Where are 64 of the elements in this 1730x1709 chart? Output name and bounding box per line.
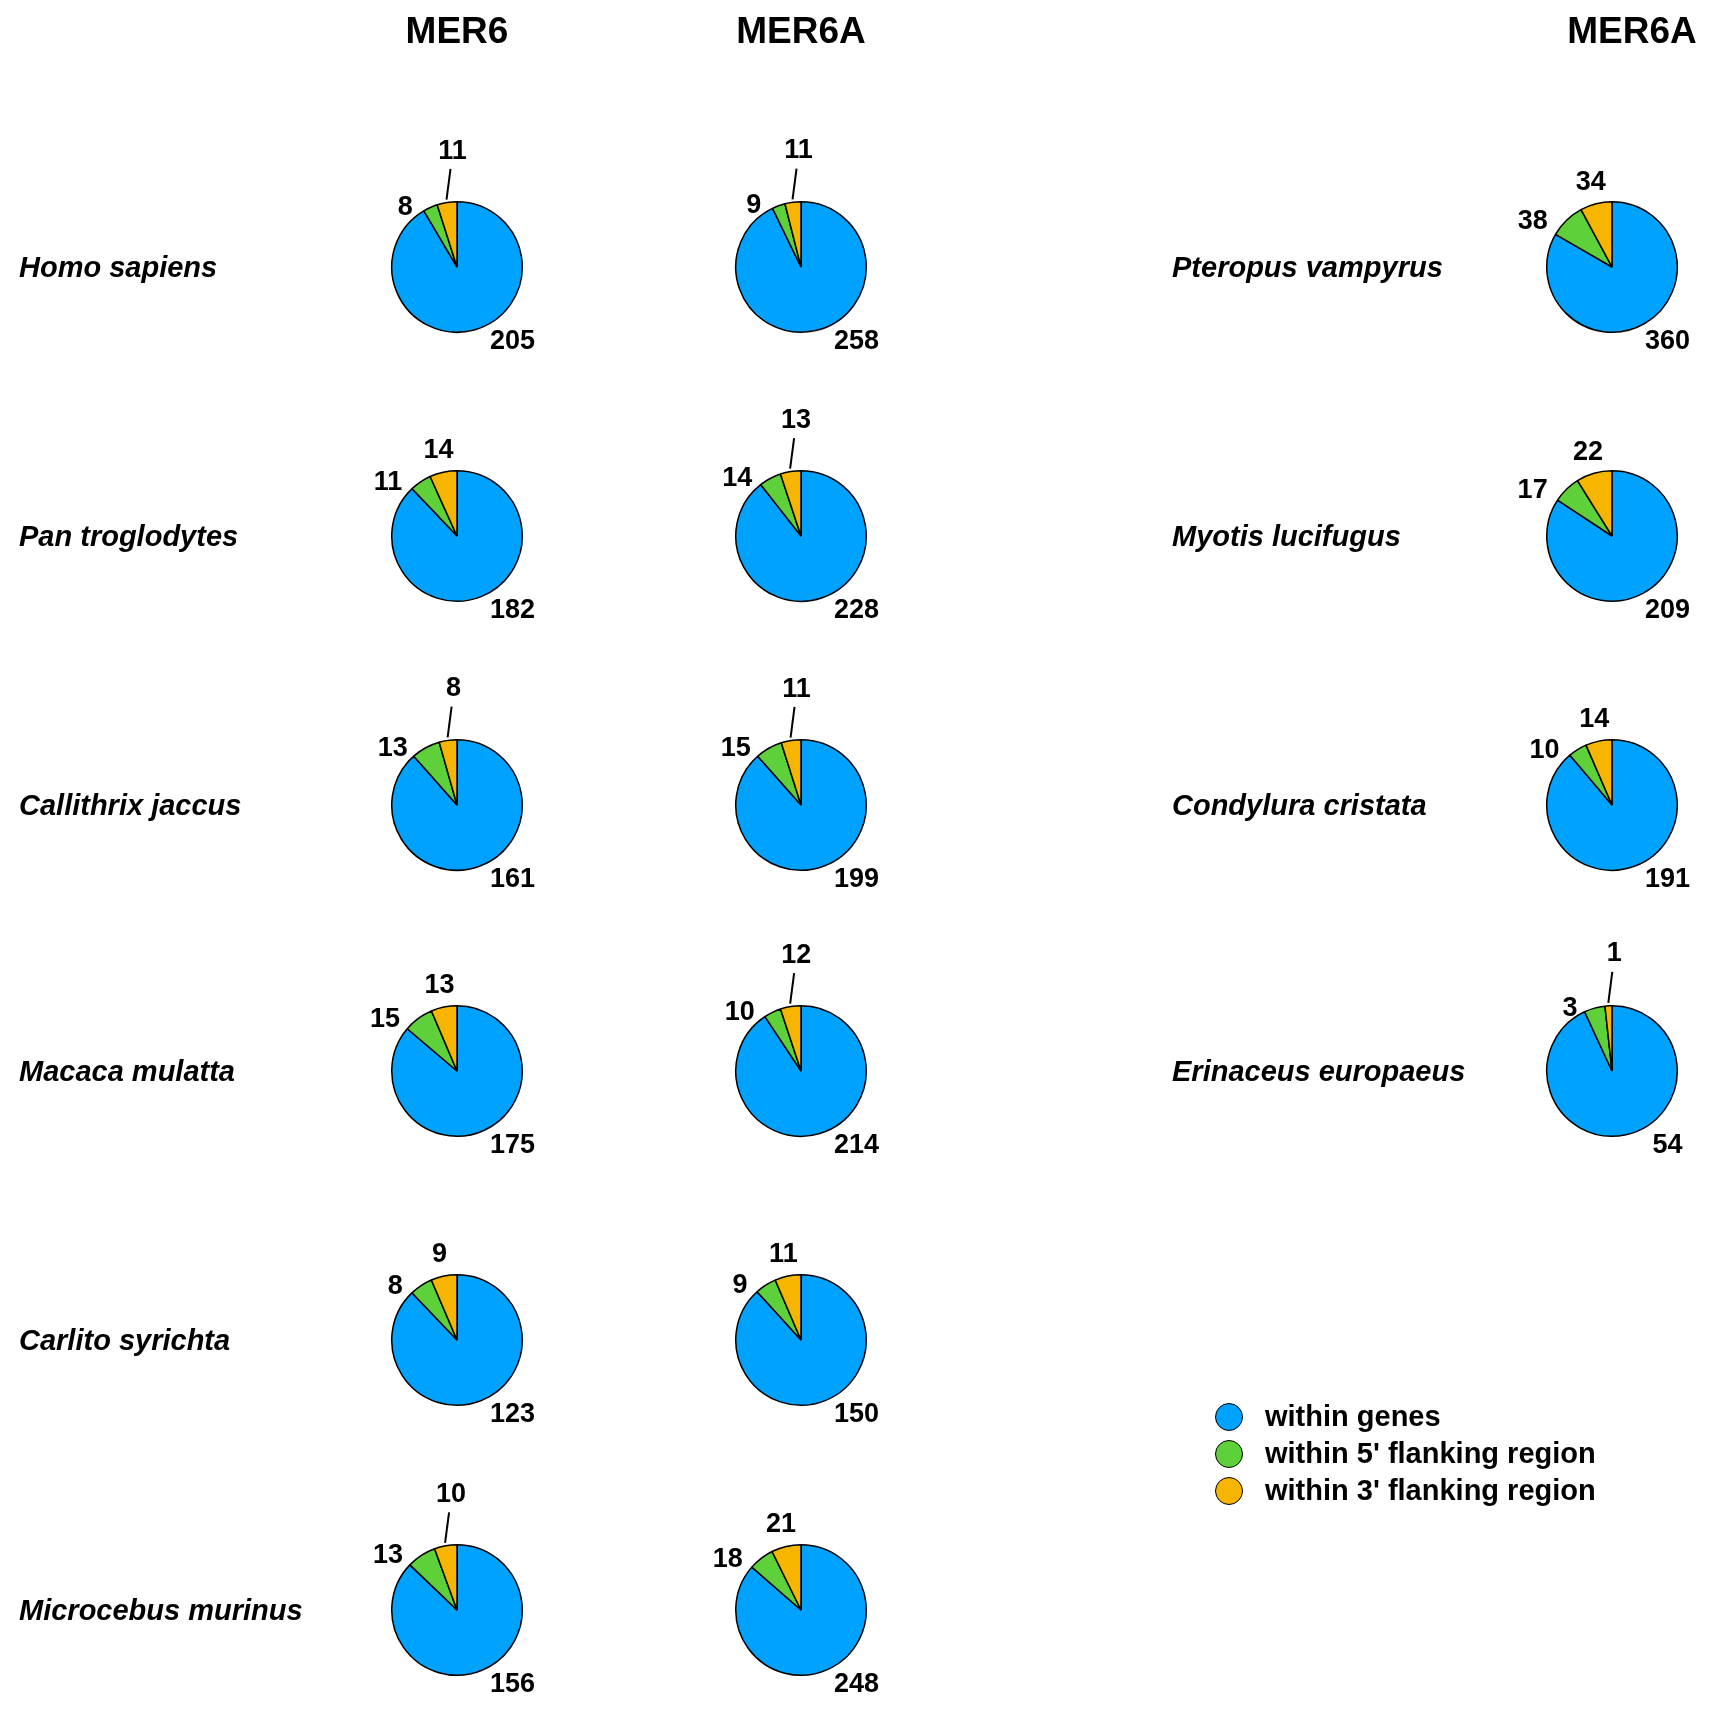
text: Condylura cristata	[1172, 788, 1427, 822]
data-label: 54	[1652, 1128, 1683, 1159]
data-label: 9	[732, 1269, 748, 1300]
text: Erinaceus europaeus	[1172, 1054, 1466, 1088]
data-label: 15	[720, 732, 751, 763]
text: Pteropus vampyrus	[1172, 250, 1443, 284]
data-label: 13	[373, 1539, 404, 1570]
data-label: 11	[373, 465, 403, 496]
chart-title: MER6	[405, 10, 509, 52]
data-label: 15	[369, 1002, 400, 1033]
data-label: 1	[1606, 937, 1622, 968]
text: Callithrix jaccus	[19, 788, 242, 822]
text: Microcebus murinus	[19, 1593, 303, 1627]
data-label: 8	[387, 1269, 403, 1300]
data-label: 11	[438, 134, 467, 165]
data-label: 11	[784, 134, 813, 165]
text: Homo sapiens	[19, 250, 218, 284]
data-label: 10	[724, 996, 755, 1027]
text: Pan troglodytes	[19, 519, 239, 553]
text: Macaca mulatta	[19, 1054, 235, 1088]
legend-label: within genes	[1265, 1400, 1441, 1433]
data-label: 34	[1575, 165, 1606, 196]
data-label: 13	[424, 968, 455, 999]
data-label: 21	[766, 1508, 797, 1539]
data-label: 209	[1645, 593, 1691, 624]
text: Carlito syrichta	[19, 1323, 231, 1357]
data-label: 191	[1645, 862, 1691, 893]
data-label: 14	[722, 462, 753, 493]
legend-label: within 3' flanking region	[1265, 1474, 1596, 1507]
data-label: 22	[1572, 435, 1604, 466]
data-label: 10	[436, 1478, 467, 1508]
data-label: 161	[490, 862, 536, 893]
data-label: 156	[490, 1667, 536, 1698]
data-label: 150	[834, 1397, 880, 1428]
data-label: 248	[834, 1667, 880, 1698]
data-label: 175	[490, 1128, 536, 1159]
data-label: 8	[446, 672, 462, 703]
data-label: 13	[781, 403, 812, 434]
data-label: 182	[490, 593, 536, 624]
data-label: 228	[834, 593, 880, 624]
data-label: 14	[423, 434, 454, 465]
data-label: 11	[782, 672, 811, 703]
data-label: 17	[1517, 473, 1548, 504]
data-label: 123	[490, 1397, 536, 1428]
chart-title: MER6A	[736, 10, 866, 52]
data-label: 199	[834, 862, 880, 893]
data-label: 14	[1579, 703, 1610, 734]
data-label: 12	[781, 938, 812, 969]
data-label: 38	[1517, 204, 1548, 235]
data-label: 8	[397, 191, 413, 222]
data-label: 214	[834, 1128, 880, 1159]
data-label: 9	[431, 1237, 448, 1268]
data-label: 3	[1562, 991, 1578, 1022]
data-label: 13	[377, 731, 408, 762]
legend-label: within 5' flanking region	[1265, 1437, 1596, 1470]
data-label: 10	[1529, 733, 1560, 764]
data-label: 205	[490, 324, 536, 355]
data-label: 9	[746, 189, 762, 220]
data-label: 360	[1645, 324, 1691, 355]
text: Myotis lucifugus	[1172, 519, 1401, 553]
data-label: 18	[712, 1542, 743, 1573]
data-label: 258	[834, 324, 880, 355]
chart-title: MER6A	[1567, 10, 1697, 52]
data-label: 11	[769, 1238, 798, 1268]
